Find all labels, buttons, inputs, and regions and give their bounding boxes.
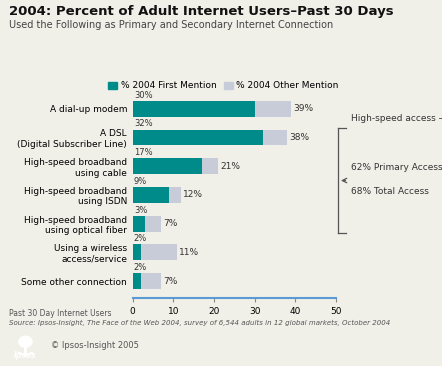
Text: 32%: 32% <box>134 119 152 128</box>
Text: Used the Following as Primary and Secondary Internet Connection: Used the Following as Primary and Second… <box>9 20 333 30</box>
Text: 3%: 3% <box>134 206 147 214</box>
Text: 11%: 11% <box>179 248 199 257</box>
Text: 21%: 21% <box>220 162 240 171</box>
Bar <box>133 187 169 203</box>
Bar <box>133 158 202 174</box>
Text: 2%: 2% <box>134 263 147 272</box>
Text: 30%: 30% <box>134 91 152 100</box>
Bar <box>133 130 263 145</box>
Legend: % 2004 First Mention, % 2004 Other Mention: % 2004 First Mention, % 2004 Other Menti… <box>104 78 342 94</box>
Bar <box>169 187 181 203</box>
Text: 12%: 12% <box>183 190 203 199</box>
Text: 39%: 39% <box>293 104 313 113</box>
Text: 7%: 7% <box>163 219 178 228</box>
Bar <box>263 130 287 145</box>
Bar <box>145 216 161 232</box>
Text: Source: Ipsos-Insight, The Face of the Web 2004, survey of 6,544 adults in 12 gl: Source: Ipsos-Insight, The Face of the W… <box>9 320 390 326</box>
Bar <box>133 244 141 260</box>
Text: Past 30 Day Internet Users: Past 30 Day Internet Users <box>9 309 111 318</box>
Bar <box>141 273 161 289</box>
Text: 2%: 2% <box>134 234 147 243</box>
Circle shape <box>19 336 32 347</box>
Text: 7%: 7% <box>163 277 178 285</box>
Bar <box>133 273 141 289</box>
Text: 17%: 17% <box>134 148 152 157</box>
Bar <box>133 101 255 117</box>
Bar <box>141 244 177 260</box>
Text: High-speed access – Total: High-speed access – Total <box>351 115 442 123</box>
Text: 68% Total Access: 68% Total Access <box>351 187 428 196</box>
Bar <box>133 216 145 232</box>
Bar <box>255 101 291 117</box>
Text: Ipsos: Ipsos <box>14 351 37 360</box>
Text: 62% Primary Access: 62% Primary Access <box>351 163 442 172</box>
Text: © Ipsos-Insight 2005: © Ipsos-Insight 2005 <box>51 341 139 350</box>
Bar <box>202 158 218 174</box>
Text: 38%: 38% <box>289 133 309 142</box>
Text: 9%: 9% <box>134 177 147 186</box>
Text: 2004: Percent of Adult Internet Users–Past 30 Days: 2004: Percent of Adult Internet Users–Pa… <box>9 5 393 19</box>
